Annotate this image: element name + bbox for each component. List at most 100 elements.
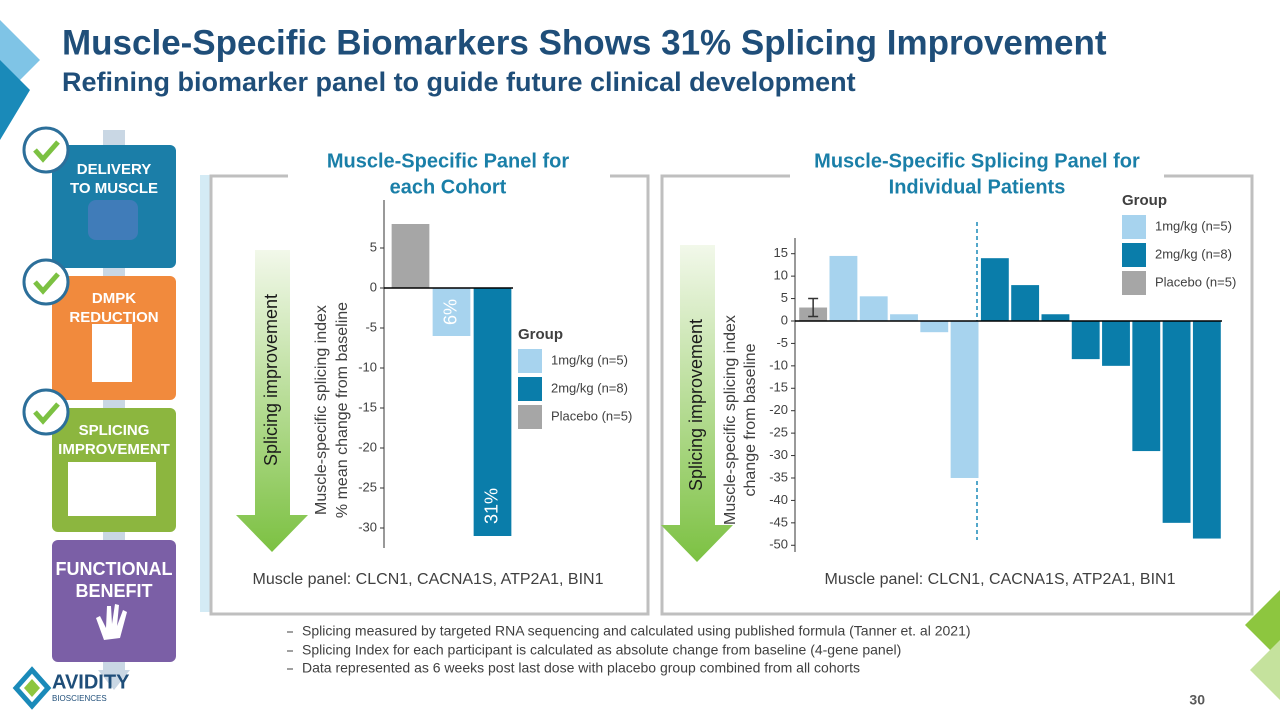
arrow-label: Splicing improvement [261,294,281,466]
y-tick-label: 5 [781,290,788,305]
step-label: DMPK [92,290,136,307]
step-label: FUNCTIONAL [56,559,173,579]
logo-text: AVIDITY [52,671,130,693]
step-icon [96,604,127,640]
step-icon [92,324,132,382]
page-number: 30 [1189,692,1205,708]
chart-note: Muscle panel: CLCN1, CACNA1S, ATP2A1, BI… [825,571,1176,588]
corner-decoration [1250,640,1280,700]
legend-title: Group [518,326,563,343]
y-axis-label: change from baseline [742,343,759,496]
step-label: REDUCTION [69,309,158,326]
legend-label: Placebo (n=5) [1155,274,1236,289]
bar [859,296,888,321]
improvement-arrow [661,245,733,562]
bar [1192,320,1221,539]
legend-swatch [518,405,542,429]
chart-note: Muscle panel: CLCN1, CACNA1S, ATP2A1, BI… [253,571,604,588]
title-mask [790,150,1164,200]
legend-swatch [1122,243,1146,267]
legend-swatch [1122,215,1146,239]
y-tick-label: -30 [769,447,788,462]
error-bar [808,297,819,318]
y-tick-label: 10 [774,268,788,283]
bar [473,288,512,536]
value-label: 31% [481,488,501,524]
check-mark [33,140,60,163]
y-tick-label: 15 [774,245,788,260]
y-tick-label: -35 [769,469,788,484]
step-label: DELIVERY [77,161,151,178]
check-mark [33,402,60,425]
y-tick-label: -20 [358,439,377,454]
y-tick-label: -10 [769,357,788,372]
logo-mark [24,679,40,697]
sidebar-connector [200,175,210,612]
y-tick-label: -45 [769,514,788,529]
footnote: Splicing measured by targeted RNA sequen… [302,623,971,639]
y-axis-label: % mean change from baseline [334,302,351,518]
bar [890,314,918,321]
y-tick-label: -15 [358,399,377,414]
bar [1162,320,1191,523]
footnote: Data represented as 6 weeks post last do… [302,660,860,676]
bar [1011,285,1040,321]
y-tick-label: 5 [370,239,377,254]
legend-swatch [518,349,542,373]
bar [391,224,430,288]
bar [920,320,949,333]
step-label: SPLICING [79,422,150,439]
bar [980,258,1009,321]
logo-mark [12,666,52,710]
y-tick-label: -30 [358,519,377,534]
slide-title: Muscle-Specific Biomarkers Shows 31% Spl… [62,23,1107,62]
legend-label: 2mg/kg (n=8) [551,380,628,395]
check-circle [22,258,70,306]
y-tick-label: -50 [769,537,788,552]
step-icon [68,462,156,516]
legend-title: Group [1122,192,1167,209]
y-tick-label: 0 [781,312,788,327]
y-axis-label: Muscle-specific splicing index [722,315,739,525]
check-circle [22,388,70,436]
check-circle [22,126,70,174]
step-box [52,540,176,662]
step-label: IMPROVEMENT [58,441,170,458]
legend-swatch [1122,271,1146,295]
chart-title: Muscle-Specific Splicing Panel for [814,150,1140,172]
title-mask [288,150,610,200]
step-icon [88,200,138,240]
chart-title: each Cohort [390,176,507,198]
bar [1132,320,1161,452]
bar [950,320,979,478]
y-tick-label: -25 [358,479,377,494]
y-tick-label: -5 [776,335,788,350]
arrow-label: Splicing improvement [686,319,706,491]
logo-subtext: BIOSCIENCES [52,694,107,703]
chart-title: Individual Patients [889,176,1066,198]
chart-title: Muscle-Specific Panel for [327,150,570,172]
y-tick-label: -5 [365,319,377,334]
legend-label: 1mg/kg (n=5) [1155,218,1232,233]
check-mark [33,272,60,295]
bar [1071,320,1100,360]
slide-subtitle: Refining biomarker panel to guide future… [62,67,856,97]
y-tick-label: -10 [358,359,377,374]
corner-decoration [0,60,30,140]
improvement-arrow [236,250,308,552]
y-tick-label: 0 [370,279,377,294]
y-tick-label: -15 [769,380,788,395]
legend-label: 2mg/kg (n=8) [1155,246,1232,261]
bar [432,288,471,336]
step-label: TO MUSCLE [70,180,158,197]
step-label: BENEFIT [75,581,152,601]
value-label: 6% [440,299,460,325]
bar [829,255,858,321]
y-axis-label: Muscle-specific splicing index [313,305,330,515]
bar [1041,314,1070,321]
check-icons [22,126,70,436]
footnote: Splicing Index for each participant is c… [302,642,901,658]
y-tick-label: -25 [769,425,788,440]
